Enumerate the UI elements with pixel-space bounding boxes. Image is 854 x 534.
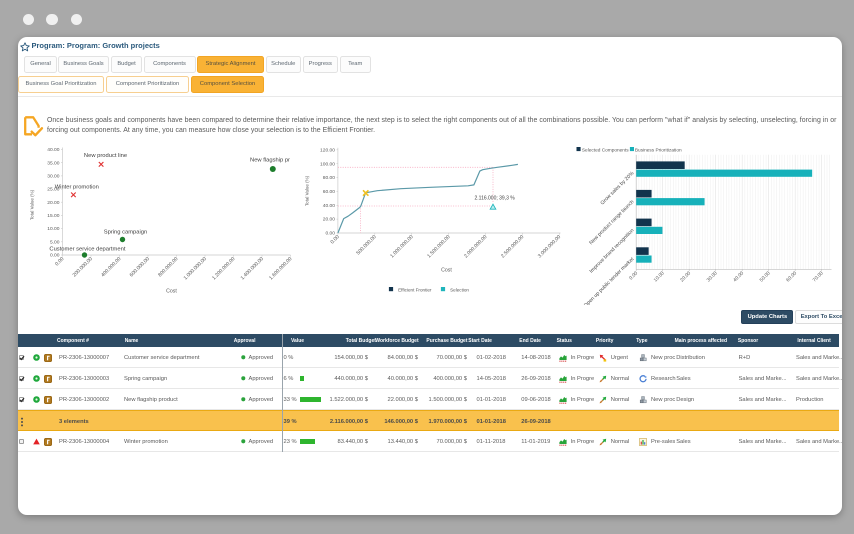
svg-text:15.00: 15.00 — [47, 213, 60, 219]
svg-text:40.00: 40.00 — [47, 147, 60, 153]
svg-text:1.000.000,00: 1.000.000,00 — [182, 256, 207, 281]
svg-text:20.00: 20.00 — [322, 217, 335, 223]
svg-text:Cost: Cost — [441, 268, 452, 274]
svg-text:1.600.000,00: 1.600.000,00 — [268, 256, 293, 281]
svg-text:Total Value (%): Total Value (%) — [29, 189, 34, 220]
svg-text:70.00: 70.00 — [811, 270, 824, 283]
svg-text:Business Prioritization: Business Prioritization — [634, 148, 681, 154]
svg-text:600.000,00: 600.000,00 — [128, 256, 150, 278]
svg-text:Spring campaign: Spring campaign — [103, 229, 147, 235]
svg-text:Selected Components: Selected Components — [581, 148, 628, 154]
svg-text:Efficient Frontier: Efficient Frontier — [398, 288, 432, 293]
svg-text:35.00: 35.00 — [47, 160, 60, 166]
svg-text:40.00: 40.00 — [322, 203, 335, 209]
svg-text:Total Value (%): Total Value (%) — [304, 175, 309, 206]
svg-text:0.00: 0.00 — [628, 270, 639, 281]
svg-text:30.00: 30.00 — [705, 270, 718, 283]
svg-text:25.00: 25.00 — [47, 187, 60, 193]
svg-text:30.00: 30.00 — [47, 174, 60, 180]
svg-text:40.00: 40.00 — [732, 270, 745, 283]
svg-text:Open up public tender market: Open up public tender market — [582, 256, 635, 305]
svg-text:60.00: 60.00 — [785, 270, 798, 283]
svg-text:400.000,00: 400.000,00 — [100, 256, 122, 278]
svg-text:1.200.000,00: 1.200.000,00 — [211, 256, 236, 281]
svg-text:120.00: 120.00 — [320, 147, 335, 153]
svg-text:0.00: 0.00 — [329, 234, 340, 245]
svg-text:800.000,00: 800.000,00 — [157, 256, 179, 278]
svg-text:2.116.000; 39,3 %: 2.116.000; 39,3 % — [474, 196, 515, 202]
svg-text:500.000,00: 500.000,00 — [355, 234, 377, 256]
svg-text:0.00: 0.00 — [49, 253, 59, 259]
svg-text:New flagship pr: New flagship pr — [250, 158, 290, 164]
svg-text:Selection: Selection — [450, 288, 469, 293]
svg-text:Customer service department: Customer service department — [49, 246, 125, 252]
svg-text:5.00: 5.00 — [49, 239, 59, 245]
svg-text:3.000.000,00: 3.000.000,00 — [536, 234, 561, 259]
svg-text:0.00: 0.00 — [54, 256, 65, 267]
svg-text:Cost: Cost — [166, 289, 177, 295]
svg-text:1.500.000,00: 1.500.000,00 — [426, 234, 451, 259]
svg-text:100.00: 100.00 — [320, 161, 335, 167]
svg-text:Winter promotion: Winter promotion — [54, 184, 98, 190]
svg-text:10.00: 10.00 — [47, 226, 60, 232]
svg-text:10.00: 10.00 — [652, 270, 665, 283]
svg-text:60.00: 60.00 — [322, 189, 335, 195]
svg-text:0.00: 0.00 — [325, 231, 335, 237]
svg-text:80.00: 80.00 — [322, 175, 335, 181]
svg-text:2.000.000,00: 2.000.000,00 — [463, 234, 488, 259]
svg-text:50.00: 50.00 — [758, 270, 771, 283]
svg-text:New product range launch: New product range launch — [588, 199, 635, 246]
svg-text:20.00: 20.00 — [47, 200, 60, 206]
svg-text:200.000,00: 200.000,00 — [71, 256, 93, 278]
svg-text:20.00: 20.00 — [679, 270, 692, 283]
svg-text:1.000.000,00: 1.000.000,00 — [389, 234, 414, 259]
svg-text:1.400.000,00: 1.400.000,00 — [239, 256, 264, 281]
svg-text:2.500.000,00: 2.500.000,00 — [500, 234, 525, 259]
svg-text:New product line: New product line — [83, 153, 126, 159]
